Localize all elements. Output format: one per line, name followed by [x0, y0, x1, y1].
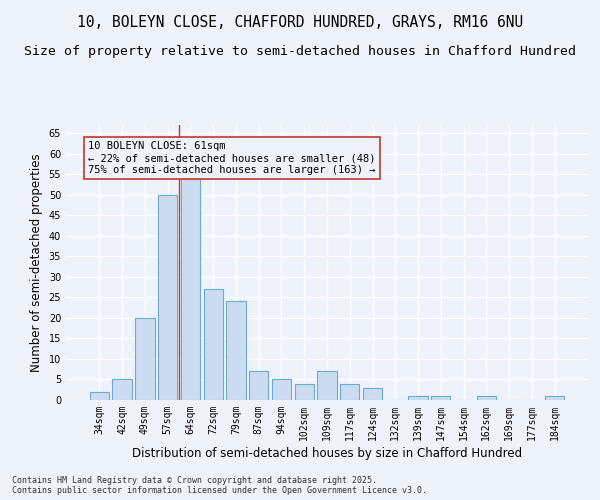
Bar [363, 388, 382, 400]
Bar [295, 384, 314, 400]
Bar [135, 318, 155, 400]
Bar [317, 372, 337, 400]
Text: Contains HM Land Registry data © Crown copyright and database right 2025.
Contai: Contains HM Land Registry data © Crown c… [12, 476, 427, 495]
Bar [158, 195, 178, 400]
Bar [181, 178, 200, 400]
X-axis label: Distribution of semi-detached houses by size in Chafford Hundred: Distribution of semi-detached houses by … [132, 447, 522, 460]
Bar [249, 372, 268, 400]
Text: 10 BOLEYN CLOSE: 61sqm
← 22% of semi-detached houses are smaller (48)
75% of sem: 10 BOLEYN CLOSE: 61sqm ← 22% of semi-det… [88, 142, 376, 174]
Bar [431, 396, 451, 400]
Text: Size of property relative to semi-detached houses in Chafford Hundred: Size of property relative to semi-detach… [24, 45, 576, 58]
Y-axis label: Number of semi-detached properties: Number of semi-detached properties [30, 153, 43, 372]
Bar [203, 289, 223, 400]
Bar [476, 396, 496, 400]
Bar [112, 380, 132, 400]
Bar [226, 302, 245, 400]
Bar [409, 396, 428, 400]
Text: 10, BOLEYN CLOSE, CHAFFORD HUNDRED, GRAYS, RM16 6NU: 10, BOLEYN CLOSE, CHAFFORD HUNDRED, GRAY… [77, 15, 523, 30]
Bar [272, 380, 291, 400]
Bar [545, 396, 564, 400]
Bar [340, 384, 359, 400]
Bar [90, 392, 109, 400]
